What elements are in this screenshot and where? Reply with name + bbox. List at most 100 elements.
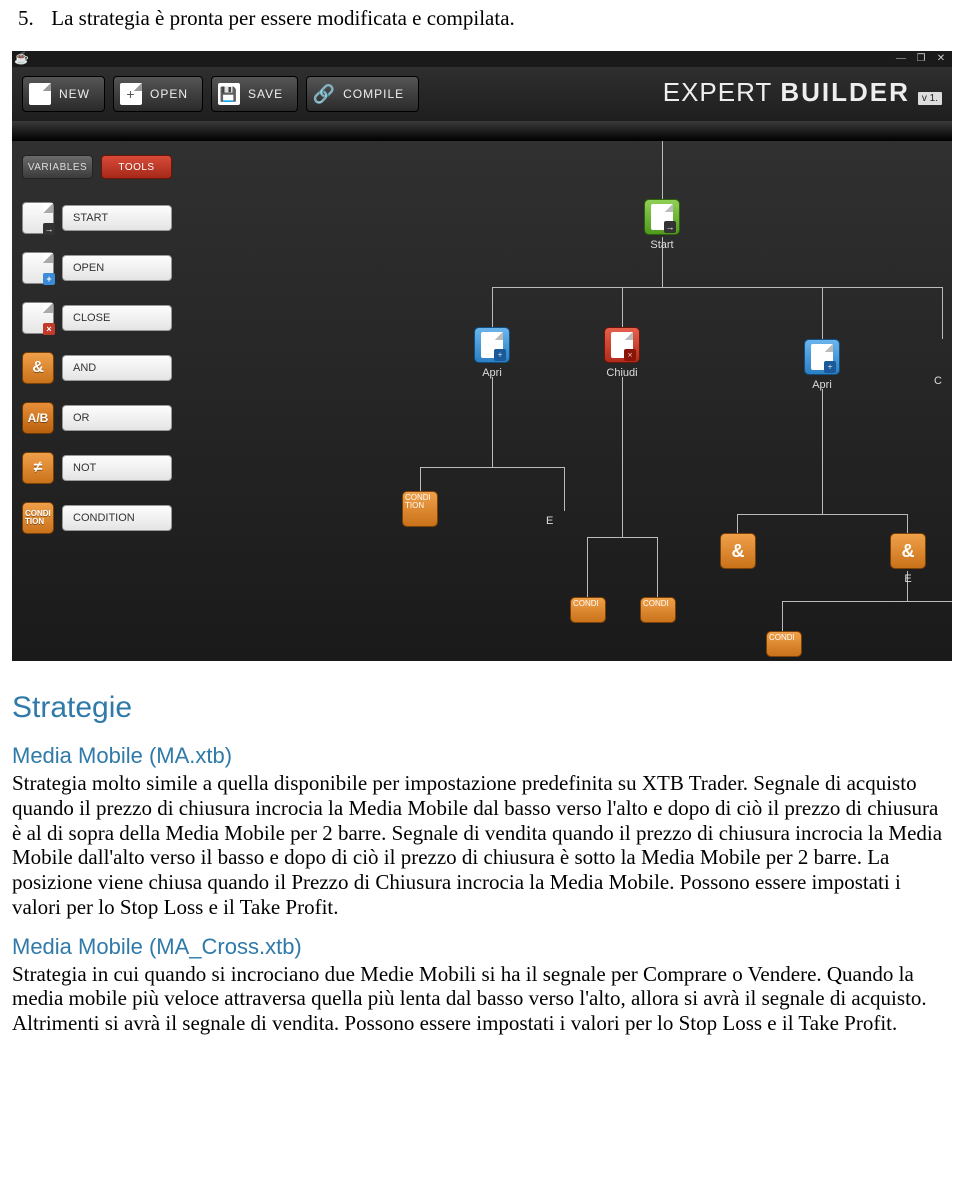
intro-body: La strategia è pronta per essere modific… [51,6,515,30]
node-condi-3[interactable]: CONDI [766,631,802,657]
node-condi-2[interactable]: CONDI [640,597,676,623]
node-chiudi[interactable]: × Chiudi [604,327,640,379]
save-button[interactable]: 💾 SAVE [211,76,298,112]
connector [657,537,658,597]
palette-close[interactable]: × CLOSE [22,297,172,339]
connector [492,287,942,288]
close-pal-icon: × [22,302,54,334]
node-start[interactable]: → Start [644,199,680,251]
heading-strategie: Strategie [12,691,948,725]
start-label: START [62,205,172,231]
window-titlebar: ☕ — ❐ ✕ [12,51,952,67]
open-button[interactable]: + OPEN [113,76,203,112]
and1-icon: & [720,533,756,569]
palette-open[interactable]: + OPEN [22,247,172,289]
new-icon [29,83,51,105]
para-ma: Strategia molto simile a quella disponib… [12,771,948,920]
apri2-icon: + [804,339,840,375]
brand-version: v 1. [918,92,942,105]
brand: EXPERT BUILDER v 1. [663,77,942,108]
node-c[interactable]: C [934,339,942,387]
chiudi-label: Chiudi [606,367,637,379]
condition-label: CONDITION [62,505,172,531]
connector [492,377,493,467]
save-label: SAVE [248,87,283,101]
condi3-icon: CONDI [766,631,802,657]
close-pal-label: CLOSE [62,305,172,331]
heading-cross: Media Mobile (MA_Cross.xtb) [12,934,948,960]
connector [737,514,907,515]
sidebar: VARIABLES TOOLS → START + OPEN × CLOSE & [12,141,182,661]
connector [942,287,943,339]
node-and-1[interactable]: & [720,533,756,569]
connector [622,377,623,537]
connector [622,287,623,327]
start-icon: → [22,202,54,234]
connector [737,514,738,534]
maximize-button[interactable]: ❐ [914,54,928,64]
palette-start[interactable]: → START [22,197,172,239]
node-and-2[interactable]: & E [890,533,926,585]
app-window: ☕ — ❐ ✕ NEW + OPEN 💾 SAVE 🔗 COMPILE [12,51,952,661]
condi1-icon: CONDI [570,597,606,623]
open-icon: + [120,83,142,105]
c-label: C [934,375,942,387]
compile-icon: 🔗 [313,83,335,105]
palette-condition[interactable]: CONDI TION CONDITION [22,497,172,539]
new-button[interactable]: NEW [22,76,105,112]
node-condi-1[interactable]: CONDI [570,597,606,623]
connector [822,389,823,514]
apri2-label: Apri [812,379,832,391]
workspace: VARIABLES TOOLS → START + OPEN × CLOSE & [12,141,952,661]
and-icon: & [22,352,54,384]
e2-label: E [904,573,911,585]
node-cond-1[interactable]: CONDITION [402,491,438,527]
or-icon: A/B [22,402,54,434]
connector [492,287,493,327]
canvas[interactable]: → Start + Apri × Chiudi + Apri C [182,141,952,661]
connector [420,467,421,491]
save-icon: 💾 [218,83,240,105]
and-label: AND [62,355,172,381]
para-cross: Strategia in cui quando si incrociano du… [12,962,948,1036]
start-node-icon: → [644,199,680,235]
compile-button[interactable]: 🔗 COMPILE [306,76,419,112]
main-toolbar: NEW + OPEN 💾 SAVE 🔗 COMPILE EXPERT BUILD… [12,67,952,121]
and2-icon: & [890,533,926,569]
node-e-1[interactable]: E [546,511,553,527]
node-apri-2[interactable]: + Apri [804,339,840,391]
connector [662,141,663,201]
sidebar-tabs: VARIABLES TOOLS [22,155,172,179]
not-label: NOT [62,455,172,481]
palette-not[interactable]: ≠ NOT [22,447,172,489]
minimize-button[interactable]: — [894,54,908,64]
heading-ma: Media Mobile (MA.xtb) [12,743,948,769]
tab-variables[interactable]: VARIABLES [22,155,93,179]
brand-b: BUILDER [780,77,910,108]
palette-and[interactable]: & AND [22,347,172,389]
node-apri-1[interactable]: + Apri [474,327,510,379]
compile-label: COMPILE [343,87,404,101]
not-icon: ≠ [22,452,54,484]
apri-label: Apri [482,367,502,379]
close-button[interactable]: ✕ [934,54,948,64]
list-number: 5. [18,6,46,31]
connector [587,537,588,597]
condi2-icon: CONDI [640,597,676,623]
chiudi-icon: × [604,327,640,363]
connector [782,601,952,602]
connector [420,467,564,468]
new-label: NEW [59,87,90,101]
tab-tools[interactable]: TOOLS [101,155,172,179]
palette-or[interactable]: A/B OR [22,397,172,439]
or-label: OR [62,405,172,431]
brand-a: EXPERT [663,77,773,108]
toolbar-divider [12,121,952,141]
start-node-label: Start [650,239,673,251]
connector [907,514,908,534]
intro-text: 5. La strategia è pronta per essere modi… [12,6,948,31]
java-icon: ☕ [14,51,32,67]
open-pal-icon: + [22,252,54,284]
connector [564,467,565,511]
e1-label: E [546,515,553,527]
